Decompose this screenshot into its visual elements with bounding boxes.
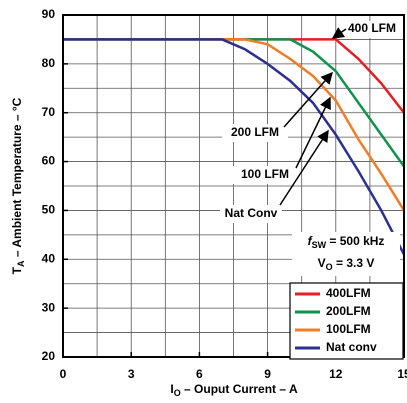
legend-box <box>289 282 404 360</box>
annotation: Nat Conv <box>225 206 278 220</box>
y-tick-label: 80 <box>42 56 56 70</box>
legend-label: 400LFM <box>326 286 371 300</box>
annotation-bg <box>220 205 282 223</box>
condition-part: = 500 kHz <box>326 234 384 248</box>
annotation: 100 LFM <box>241 167 289 181</box>
condition: VO = 3.3 V <box>318 256 375 272</box>
condition-part: V <box>318 256 326 270</box>
x-tick-label: 0 <box>60 367 67 381</box>
series-line <box>63 38 406 255</box>
x-axis-title-part: – Ouput Current – A <box>181 382 298 396</box>
y-axis-title-part: A <box>16 260 26 267</box>
y-tick-label: 30 <box>42 300 56 314</box>
x-axis-title: IO – Ouput Current – A <box>170 382 298 398</box>
condition-part: O <box>326 262 333 272</box>
legend-label: 200LFM <box>326 304 371 318</box>
y-tick-label: 20 <box>42 349 56 363</box>
condition: fSW = 500 kHz <box>308 234 385 250</box>
x-tick-label: 12 <box>329 367 343 381</box>
y-axis-title-part: – Ambient Temperature – °C <box>10 97 24 260</box>
x-tick-label: 6 <box>196 367 203 381</box>
annotation: 200 LFM <box>231 125 279 139</box>
annotation-bg <box>222 124 288 142</box>
annotation-arrow <box>283 71 333 128</box>
y-tick-label: 50 <box>42 203 56 217</box>
x-tick-label: 9 <box>264 367 271 381</box>
x-tick-label: 3 <box>128 367 135 381</box>
annotation-arrow <box>331 27 347 39</box>
y-tick-label: 70 <box>42 105 56 119</box>
y-tick-label: 40 <box>42 251 56 265</box>
y-axis-title-part: T <box>10 266 24 274</box>
plot-frame <box>62 14 405 358</box>
y-tick-label: 60 <box>42 154 56 168</box>
series-line <box>63 38 406 212</box>
y-tick-label: 90 <box>42 7 56 21</box>
condition-part: SW <box>312 240 327 250</box>
x-axis-title-part: I <box>170 382 173 396</box>
x-axis-title-part: O <box>174 388 181 398</box>
condition-part: = 3.3 V <box>333 256 375 270</box>
condition-part: f <box>308 234 313 248</box>
legend-label: Nat conv <box>326 340 377 354</box>
annotation: 400 LFM <box>348 21 396 35</box>
annotation-arrow <box>279 129 329 206</box>
annotation-bg <box>232 166 298 184</box>
annotation-bg <box>343 21 403 38</box>
legend-label: 100LFM <box>326 322 371 336</box>
x-tick-label: 15 <box>397 367 407 381</box>
conditions-bg <box>292 232 400 276</box>
y-axis-title: TA – Ambient Temperature – °C <box>10 97 26 274</box>
annotation-arrow <box>295 96 331 169</box>
